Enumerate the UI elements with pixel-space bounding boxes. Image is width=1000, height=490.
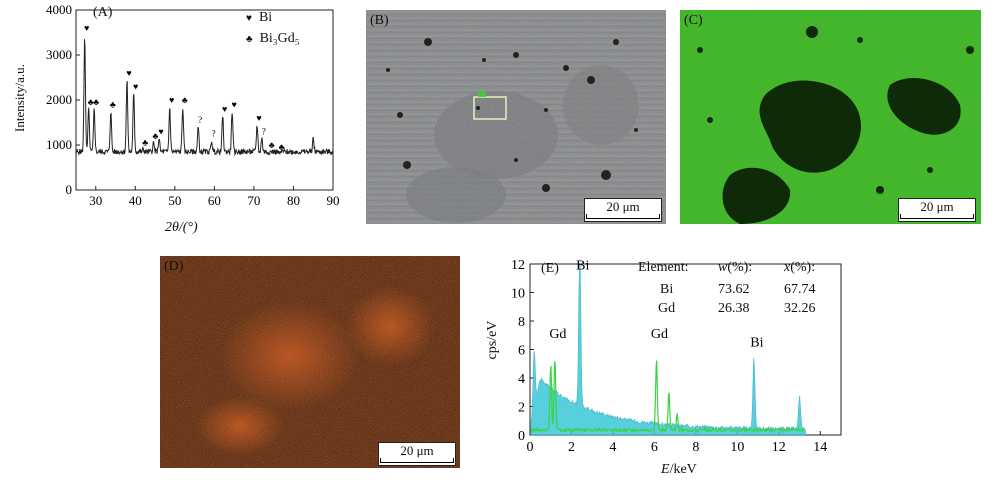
panel-c-label: (C) bbox=[684, 13, 703, 28]
eds-xtick-label: 12 bbox=[772, 440, 786, 455]
xrd-peak-marker: ♣ bbox=[142, 138, 148, 148]
panel-b-sem-image: (B) 20 μm bbox=[366, 10, 666, 224]
eds-xtick-label: 10 bbox=[730, 440, 744, 455]
eds-ylabel: cps/eV bbox=[485, 320, 500, 360]
legend-bi: ♥ Bi bbox=[246, 10, 273, 25]
x-header: x(%): bbox=[784, 260, 816, 275]
scale-bar-d: 20 μm bbox=[378, 442, 456, 466]
xrd-xtick-label: 80 bbox=[287, 193, 300, 208]
eds-peak-label: Bi bbox=[750, 336, 763, 351]
panel-e-eds-spectrum: 0 2 4 6 8 10 12 14 0 2 4 6 8 10 12 Gd Bi Gd Bi (E) cps/eV… bbox=[478, 250, 848, 485]
scale-bar-b: 20 μm bbox=[584, 198, 662, 222]
xrd-xtick-label: 60 bbox=[208, 193, 221, 208]
xrd-ytick-label: 4000 bbox=[46, 2, 72, 17]
xrd-peak-marker: ♥ bbox=[256, 113, 261, 123]
xrd-peak-marker: ♥ bbox=[158, 126, 163, 136]
table-row: Bi 73.62 67.74 bbox=[660, 282, 816, 297]
xrd-peak-marker: ? bbox=[262, 126, 266, 136]
xrd-peak-marker: ♣ bbox=[110, 99, 116, 109]
xrd-xtick-label: 70 bbox=[247, 193, 260, 208]
eds-xtick-label: 2 bbox=[568, 440, 575, 455]
xrd-peak-marker: ♥ bbox=[133, 81, 138, 91]
eds-ytick-label: 2 bbox=[518, 401, 525, 416]
panel-a-label: (A) bbox=[93, 5, 113, 20]
eds-xtick-label: 14 bbox=[813, 440, 827, 455]
xrd-xtick-label: 30 bbox=[89, 193, 102, 208]
xrd-xlabel: 2θ/(°) bbox=[165, 220, 198, 235]
xrd-ytick-label: 0 bbox=[66, 182, 73, 197]
xrd-xtick-label: 90 bbox=[327, 193, 340, 208]
eds-ytick-label: 4 bbox=[518, 372, 525, 387]
table-row: Gd 26.38 32.26 bbox=[658, 301, 816, 316]
xrd-xtick-label: 40 bbox=[129, 193, 142, 208]
eds-ytick-label: 12 bbox=[511, 258, 525, 273]
panel-d-label: (D) bbox=[164, 259, 184, 274]
xrd-xtick-label: 50 bbox=[168, 193, 181, 208]
xrd-peak-marker: ♥ bbox=[222, 104, 227, 114]
eds-xtick-label: 4 bbox=[609, 440, 616, 455]
xrd-ytick-label: 2000 bbox=[46, 92, 72, 107]
orange-map-texture bbox=[160, 256, 460, 468]
eds-peak-label: Gd bbox=[549, 327, 566, 342]
xrd-ylabel: Intensity/a.u. bbox=[12, 64, 27, 132]
eds-xlabel: E/keV bbox=[661, 462, 697, 477]
eds-cyan-spectrum bbox=[530, 263, 807, 436]
eds-green-spectrum bbox=[530, 360, 806, 434]
panel-a-xrd: 30 40 50 60 70 80 90 0 1000 2000 3000 4000 ♥ ♣ ♣ ♣ ♥ ♥ ♣ ♣… bbox=[0, 0, 345, 240]
w-header: w(%): bbox=[718, 260, 753, 275]
panel-b-label: (B) bbox=[370, 13, 389, 28]
selection-box bbox=[473, 96, 507, 120]
eds-ytick-label: 10 bbox=[511, 287, 525, 302]
xrd-peak-marker: ? bbox=[198, 115, 202, 125]
xrd-peak-marker: ♣ bbox=[153, 131, 159, 141]
eds-ytick-label: 8 bbox=[518, 315, 525, 330]
xrd-legend: ♥ Bi ♣ Bi₃Gd₅ bbox=[246, 8, 300, 50]
xrd-peak-marker: ♣ bbox=[279, 142, 285, 152]
xrd-peak-marker: ♣ bbox=[93, 97, 99, 107]
xrd-peak-marker: ? bbox=[212, 129, 216, 139]
xrd-peak-marker: ♥ bbox=[169, 95, 174, 105]
eds-xtick-label: 8 bbox=[692, 440, 699, 455]
panel-d-gd-map: (D) 20 μm bbox=[160, 256, 460, 468]
xrd-pattern-line bbox=[75, 39, 334, 157]
scale-bar-c: 20 μm bbox=[898, 198, 976, 222]
xrd-peak-marker: ♥ bbox=[232, 99, 237, 109]
eds-peak-label: Bi bbox=[576, 259, 589, 274]
xrd-peak-marker: ♥ bbox=[126, 68, 131, 78]
table-header: Element: w(%): x(%): bbox=[638, 260, 844, 276]
xrd-peak-marker: ♣ bbox=[88, 97, 94, 107]
xrd-ytick-label: 3000 bbox=[46, 47, 72, 62]
eds-ytick-label: 6 bbox=[518, 344, 525, 359]
panel-e-label: (E) bbox=[541, 261, 559, 276]
xrd-peak-marker: ♥ bbox=[84, 23, 89, 33]
xrd-peak-marker: ♣ bbox=[182, 95, 188, 105]
eds-ytick-label: 0 bbox=[518, 429, 525, 444]
eds-peak-label: Gd bbox=[651, 327, 668, 342]
eds-composition-table: Element: w(%): x(%): Bi 73.62 67.74 Gd 2… bbox=[638, 260, 844, 317]
sem-texture bbox=[366, 10, 666, 224]
xrd-peak-marker: ♣ bbox=[269, 140, 275, 150]
eds-xtick-label: 6 bbox=[651, 440, 658, 455]
eds-xtick-label: 0 bbox=[527, 440, 534, 455]
green-map-texture bbox=[680, 10, 981, 224]
eds-chart: 0 2 4 6 8 10 12 14 0 2 4 6 8 10 12 Gd Bi Gd Bi bbox=[511, 258, 842, 455]
xrd-ytick-label: 1000 bbox=[46, 137, 72, 152]
panel-c-bi-map: (C) 20 μm bbox=[680, 10, 981, 224]
legend-bi3gd5: ♣ Bi₃Gd₅ bbox=[246, 31, 300, 46]
